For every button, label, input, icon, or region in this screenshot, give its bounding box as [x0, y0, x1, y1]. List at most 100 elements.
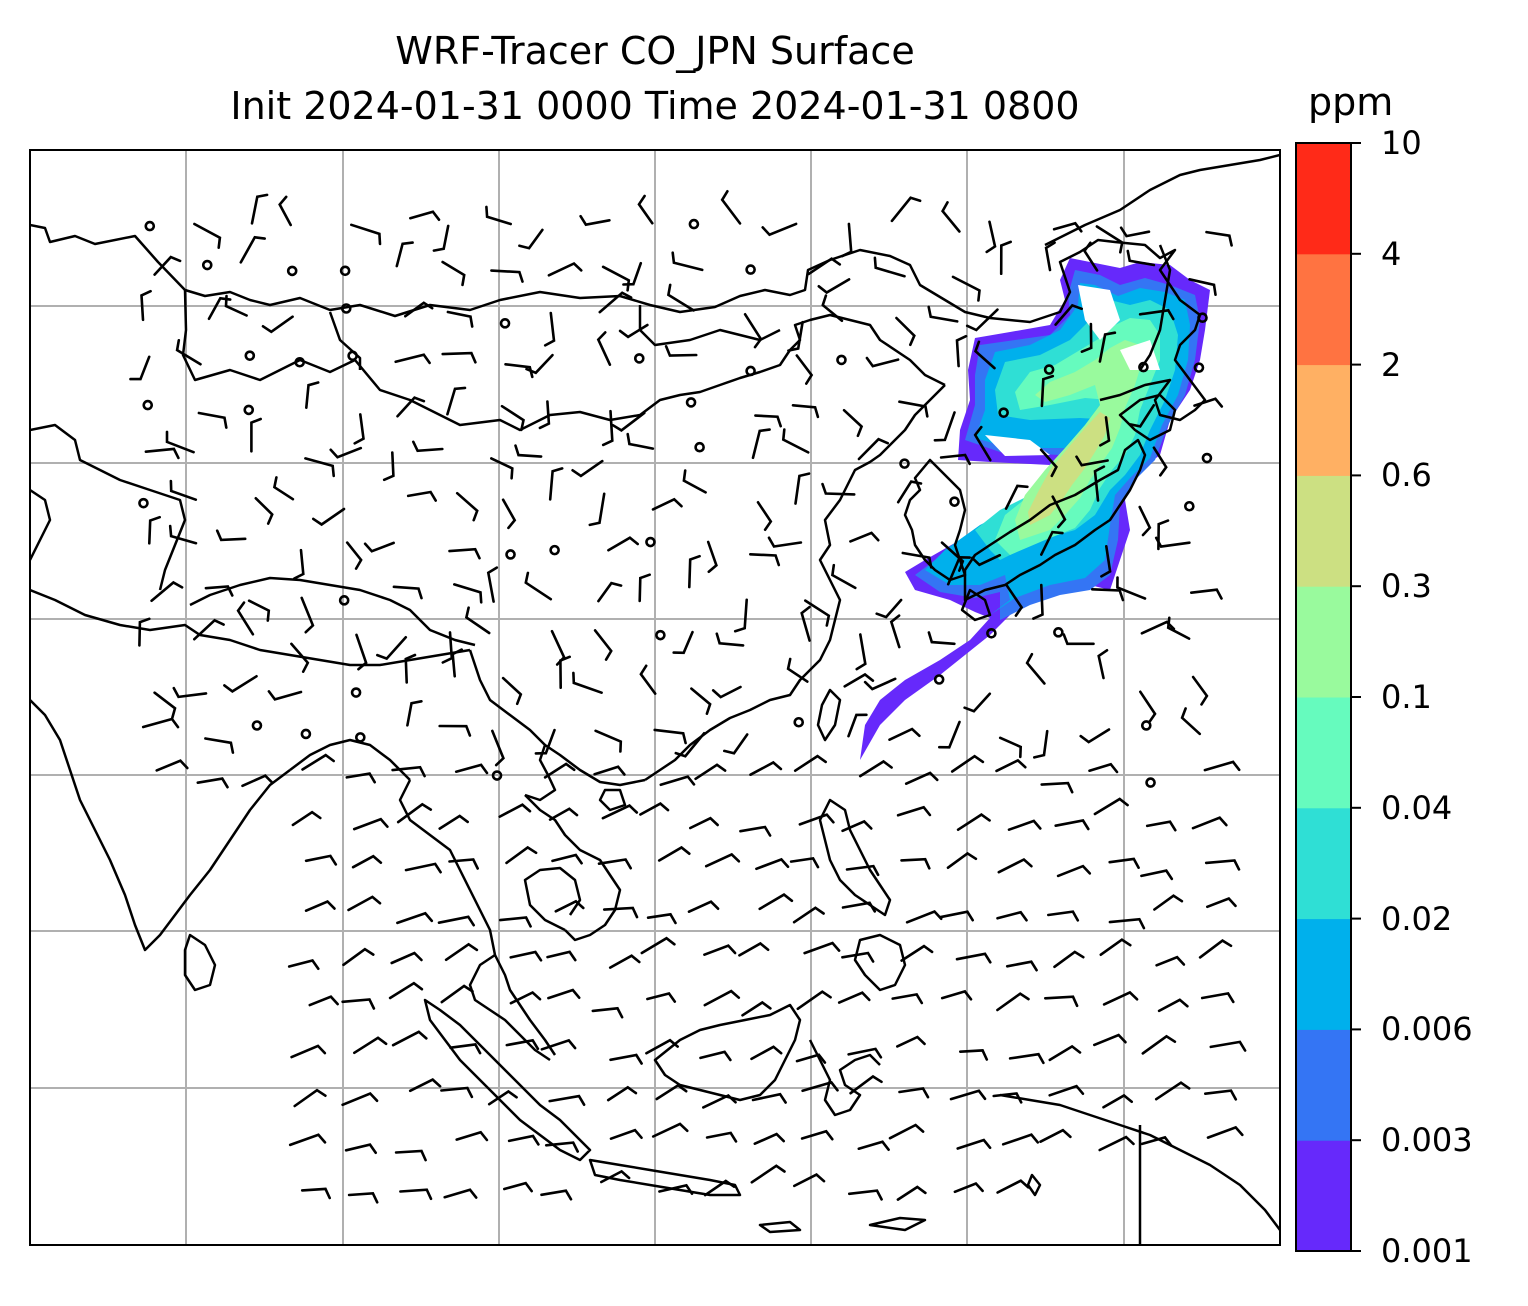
wind-barb	[888, 727, 921, 741]
calm-wind-marker	[986, 627, 997, 639]
wind-barb	[551, 853, 583, 865]
wind-barb	[399, 1188, 433, 1201]
wind-barb	[396, 802, 433, 824]
wind-barb	[404, 653, 417, 684]
wind-barb	[999, 240, 1012, 275]
wind-barb	[438, 814, 469, 830]
wind-barb	[938, 910, 974, 922]
colorbar-tick-label: 0.02	[1381, 899, 1453, 938]
wind-barb	[959, 1049, 989, 1061]
wind-barb	[223, 675, 258, 693]
wind-barb	[622, 261, 643, 286]
calm-wind-marker	[1140, 720, 1152, 731]
calm-wind-marker	[1043, 364, 1055, 375]
wind-barb	[754, 414, 782, 428]
wind-barb	[1116, 576, 1147, 600]
wind-barb	[791, 404, 820, 419]
wind-barb	[756, 501, 773, 531]
wind-barb	[1206, 1125, 1244, 1139]
calm-wind-marker	[1201, 452, 1213, 464]
wind-barb	[845, 864, 880, 877]
wind-barb	[900, 944, 934, 962]
wind-barb	[1154, 536, 1191, 549]
wind-barb	[363, 541, 395, 553]
wind-barb	[441, 351, 477, 364]
wind-barb	[842, 408, 864, 438]
wind-barb	[618, 323, 649, 339]
wind-barb	[1048, 1044, 1082, 1062]
sri-lanka	[183, 933, 217, 992]
wind-barb	[847, 1047, 883, 1059]
wind-barb	[646, 992, 677, 1003]
wind-barb	[1056, 864, 1092, 878]
wind-barb	[1047, 910, 1080, 922]
wind-barb	[1001, 1133, 1040, 1146]
wind-barb	[501, 498, 517, 530]
wind-barb	[290, 642, 310, 673]
wind-barb	[144, 447, 180, 460]
wind-barb	[390, 951, 423, 965]
calm-wind-marker	[645, 536, 656, 548]
wind-barb	[1152, 446, 1168, 477]
wind-barb	[287, 959, 320, 970]
wind-barb	[1140, 1135, 1173, 1147]
wind-barb	[451, 648, 463, 678]
wind-barb	[579, 214, 611, 227]
wind-barb	[596, 331, 612, 366]
wind-barb	[204, 737, 235, 754]
wind-barb	[787, 320, 804, 352]
wind-barb	[597, 858, 632, 870]
wind-barb	[1005, 960, 1038, 972]
wind-barb	[272, 476, 295, 501]
wind-barb	[715, 632, 745, 647]
wind-barb	[904, 771, 939, 785]
wind-barb	[543, 311, 556, 347]
wind-barb	[394, 1149, 427, 1162]
wind-barb	[855, 633, 867, 671]
malay-peninsula	[468, 953, 551, 1062]
wind-barb	[940, 989, 973, 1001]
wind-barb	[857, 1140, 890, 1151]
calm-wind-marker	[688, 218, 700, 230]
indochina-gulf	[523, 866, 582, 932]
java	[588, 1158, 742, 1197]
wind-barb	[355, 633, 368, 671]
wind-barb	[440, 984, 474, 1004]
wind-barb	[706, 540, 718, 574]
calm-wind-marker	[505, 549, 516, 560]
wind-barb	[546, 950, 577, 962]
wind-barb	[843, 672, 875, 688]
calm-wind-marker	[491, 770, 503, 781]
wind-barb	[250, 193, 269, 225]
wind-barb	[965, 308, 999, 332]
calm-wind-marker	[998, 407, 1009, 418]
wind-barb	[559, 655, 571, 689]
calm-wind-marker	[633, 353, 645, 364]
wind-barb	[651, 1122, 689, 1138]
wind-barb	[440, 1086, 474, 1099]
wind-barb	[751, 428, 771, 460]
wind-barb	[682, 469, 707, 494]
wind-barb	[554, 899, 585, 913]
wind-barb	[801, 1080, 839, 1093]
wind-barb	[646, 912, 677, 925]
wind-barb	[498, 803, 532, 818]
wind-barb	[1191, 816, 1228, 830]
wind-barb	[841, 819, 873, 833]
wind-barb	[973, 425, 992, 462]
wind-barb	[992, 1092, 1023, 1104]
calm-wind-marker	[933, 674, 945, 685]
wind-barb	[505, 1038, 540, 1051]
calm-wind-marker	[244, 350, 256, 361]
wind-barb	[300, 1187, 331, 1200]
russia-coast	[30, 223, 1207, 422]
wind-barb	[404, 862, 442, 874]
wind-barb	[412, 440, 444, 453]
wind-barb	[548, 467, 564, 501]
wind-barb	[1200, 991, 1235, 1004]
colorbar-unit: ppm	[1308, 80, 1394, 124]
wind-barb	[498, 916, 532, 928]
bangladesh-myanmar	[289, 738, 411, 781]
wind-barb	[951, 275, 981, 302]
wind-barb	[376, 636, 408, 661]
